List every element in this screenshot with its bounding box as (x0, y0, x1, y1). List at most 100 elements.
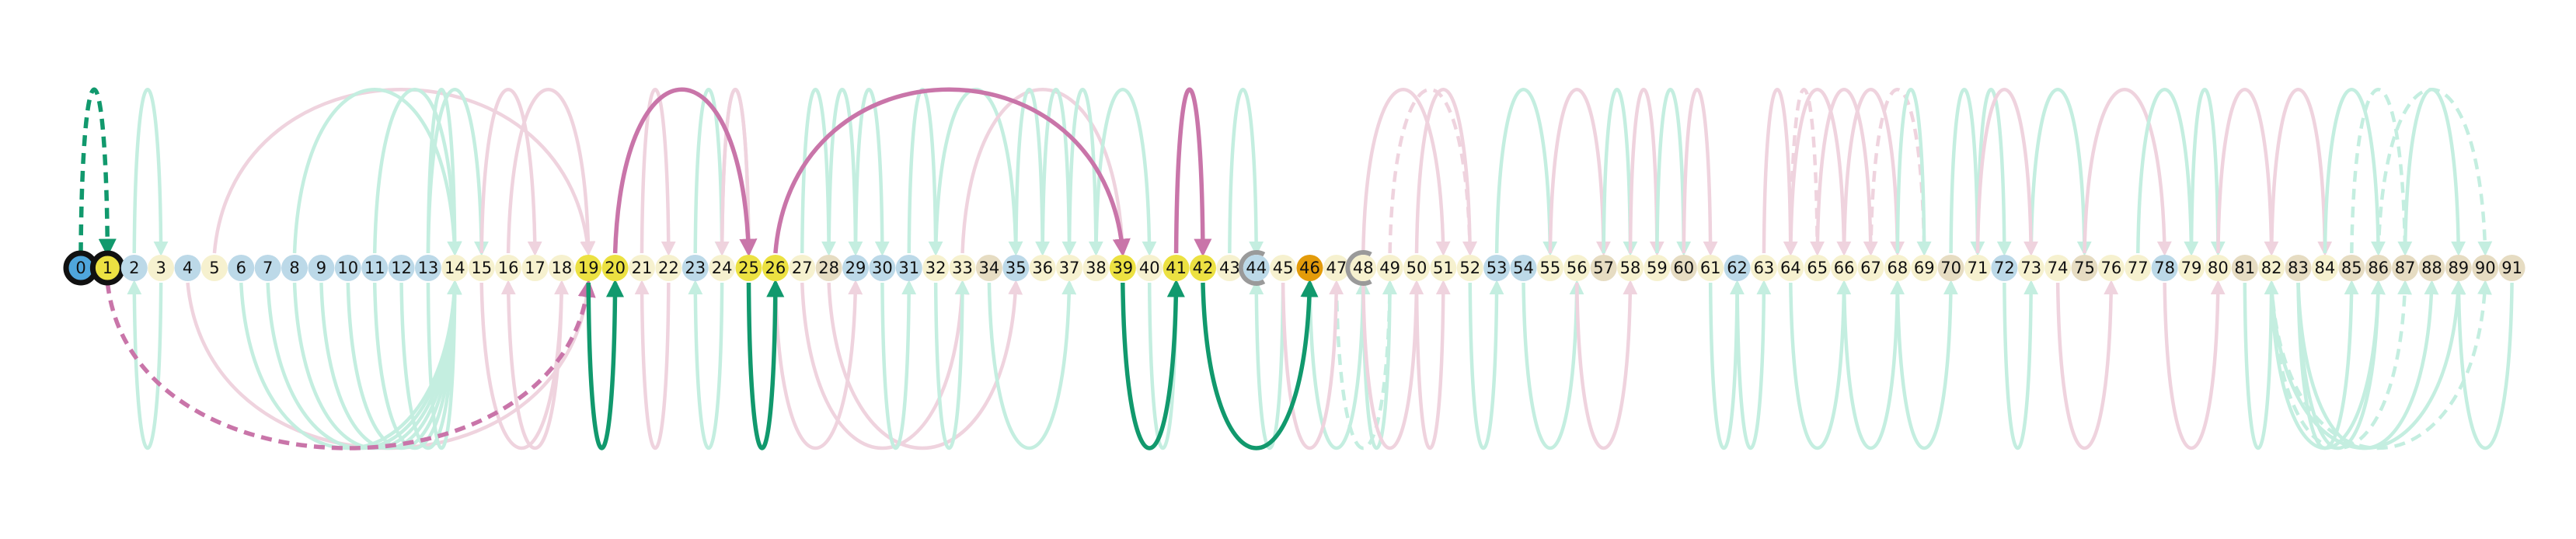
node-label: 11 (364, 259, 385, 277)
transition-edge-4-to-19 (186, 280, 595, 450)
transition-edge-22-to-21 (634, 280, 671, 450)
node-label: 34 (979, 259, 1000, 277)
node-circle (2017, 255, 2044, 281)
state-node-72: 72 (1991, 255, 2018, 281)
node-label: 90 (2475, 259, 2496, 277)
node-circle (922, 255, 950, 281)
state-node-61: 61 (1697, 255, 1724, 281)
node-circle (762, 255, 789, 281)
node-circle (414, 255, 441, 281)
transition-edge-71-to-73 (1975, 88, 2039, 256)
node-label: 15 (471, 259, 492, 277)
node-label: 40 (1139, 259, 1160, 277)
node-circle (842, 255, 870, 281)
transition-edge-77-to-79 (2136, 88, 2199, 256)
state-node-21: 21 (628, 255, 655, 281)
node-circle (228, 255, 255, 281)
transition-edge-35-to-36 (1014, 88, 1051, 256)
transition-edge-54-to-56 (1522, 280, 1584, 450)
transition-edge-27-to-33 (800, 280, 970, 450)
state-node-5: 5 (200, 255, 228, 281)
transition-edge-16-to-19 (506, 88, 596, 256)
node-label: 49 (1379, 259, 1400, 277)
state-node-55: 55 (1536, 255, 1563, 281)
transition-edge-24-to-25 (720, 88, 756, 256)
node-label: 26 (765, 259, 786, 277)
transition-edge-21-to-22 (640, 88, 676, 256)
transition-edge-2-to-3 (132, 88, 169, 256)
node-label: 80 (2208, 259, 2229, 277)
transition-edge-49-to-52 (1388, 88, 1477, 256)
node-circle (1323, 255, 1350, 281)
state-node-33: 33 (949, 255, 976, 281)
state-node-65: 65 (1804, 255, 1831, 281)
state-node-43: 43 (1216, 255, 1243, 281)
state-node-44: 44 (1238, 250, 1270, 286)
state-node-56: 56 (1563, 255, 1591, 281)
transition-edge-39-to-41 (1121, 279, 1185, 450)
node-label: 41 (1166, 259, 1187, 277)
node-label: 9 (316, 259, 326, 277)
transition-edge-67-to-69 (1869, 88, 1932, 256)
transition-edge-28-to-35 (827, 280, 1023, 450)
state-node-15: 15 (468, 255, 495, 281)
node-circle (1189, 255, 1216, 281)
state-node-63: 63 (1750, 255, 1777, 281)
node-circle (1617, 255, 1644, 281)
transition-edge-82-to-84 (2269, 88, 2333, 256)
node-circle (548, 255, 575, 281)
transition-edge-24-to-23 (688, 280, 724, 450)
state-node-34: 34 (975, 255, 1002, 281)
state-node-82: 82 (2258, 255, 2285, 281)
transition-edge-18-to-16 (500, 280, 564, 450)
node-circle (709, 255, 736, 281)
state-node-10: 10 (334, 255, 361, 281)
state-node-88: 88 (2418, 255, 2445, 281)
state-node-46: 46 (1296, 255, 1323, 281)
state-node-58: 58 (1617, 255, 1644, 281)
node-label: 20 (605, 259, 626, 277)
node-label: 7 (263, 259, 273, 277)
node-circle (1964, 255, 1991, 281)
node-label: 42 (1193, 259, 1214, 277)
transition-edge-23-to-24 (693, 88, 730, 256)
node-label: 39 (1112, 259, 1133, 277)
node-label: 85 (2341, 259, 2362, 277)
node-label: 79 (2181, 259, 2202, 277)
transition-edge-61-to-62 (1708, 280, 1745, 450)
node-label: 29 (845, 259, 866, 277)
node-circle (1536, 255, 1563, 281)
node-circle (2178, 255, 2205, 281)
node-label: 27 (792, 259, 813, 277)
node-label: 77 (2128, 259, 2149, 277)
node-circle (254, 255, 281, 281)
transition-edge-87-to-89 (2403, 88, 2466, 256)
node-label: 33 (952, 259, 973, 277)
node-label: 16 (498, 259, 519, 277)
node-label: 59 (1647, 259, 1668, 277)
state-node-24: 24 (709, 255, 736, 281)
node-label: 52 (1459, 259, 1480, 277)
node-label: 57 (1593, 259, 1614, 277)
state-node-84: 84 (2311, 255, 2338, 281)
node-circle (2418, 255, 2445, 281)
node-circle (1510, 255, 1537, 281)
node-label: 88 (2421, 259, 2442, 277)
node-label: 65 (1807, 259, 1828, 277)
node-label: 45 (1273, 259, 1294, 277)
state-node-69: 69 (1911, 255, 1938, 281)
transition-edge-0-to-1 (78, 87, 117, 257)
transition-edge-85-to-87 (2350, 88, 2413, 256)
faint-edges-layer (127, 88, 2514, 450)
node-label: 37 (1059, 259, 1080, 277)
state-node-1: 1 (89, 250, 125, 286)
node-label: 73 (2020, 259, 2041, 277)
node-circle (2311, 255, 2338, 281)
state-node-74: 74 (2044, 255, 2072, 281)
state-node-11: 11 (361, 255, 389, 281)
node-circle (1270, 255, 1297, 281)
node-circle (789, 255, 816, 281)
transition-edge-86-to-90 (2376, 88, 2493, 256)
node-label: 28 (818, 259, 839, 277)
node-circle (1697, 255, 1724, 281)
